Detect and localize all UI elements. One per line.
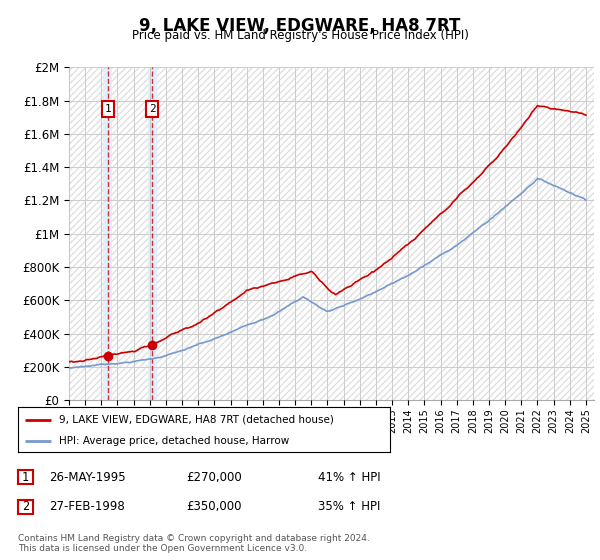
Text: 35% ↑ HPI: 35% ↑ HPI	[318, 500, 380, 514]
Text: 1: 1	[22, 470, 29, 484]
Text: £270,000: £270,000	[186, 470, 242, 484]
Text: 9, LAKE VIEW, EDGWARE, HA8 7RT (detached house): 9, LAKE VIEW, EDGWARE, HA8 7RT (detached…	[59, 414, 334, 424]
Text: 41% ↑ HPI: 41% ↑ HPI	[318, 470, 380, 484]
Bar	[148, 67, 157, 400]
Text: 27-FEB-1998: 27-FEB-1998	[49, 500, 125, 514]
Text: Price paid vs. HM Land Registry's House Price Index (HPI): Price paid vs. HM Land Registry's House …	[131, 29, 469, 42]
Text: HPI: Average price, detached house, Harrow: HPI: Average price, detached house, Harr…	[59, 436, 289, 446]
Text: 2: 2	[149, 104, 155, 114]
Text: Contains HM Land Registry data © Crown copyright and database right 2024.
This d: Contains HM Land Registry data © Crown c…	[18, 534, 370, 553]
Text: 9, LAKE VIEW, EDGWARE, HA8 7RT: 9, LAKE VIEW, EDGWARE, HA8 7RT	[139, 17, 461, 35]
Bar	[103, 67, 112, 400]
Text: 2: 2	[22, 500, 29, 514]
Text: £350,000: £350,000	[186, 500, 241, 514]
Text: 26-MAY-1995: 26-MAY-1995	[49, 470, 126, 484]
Text: 1: 1	[104, 104, 111, 114]
